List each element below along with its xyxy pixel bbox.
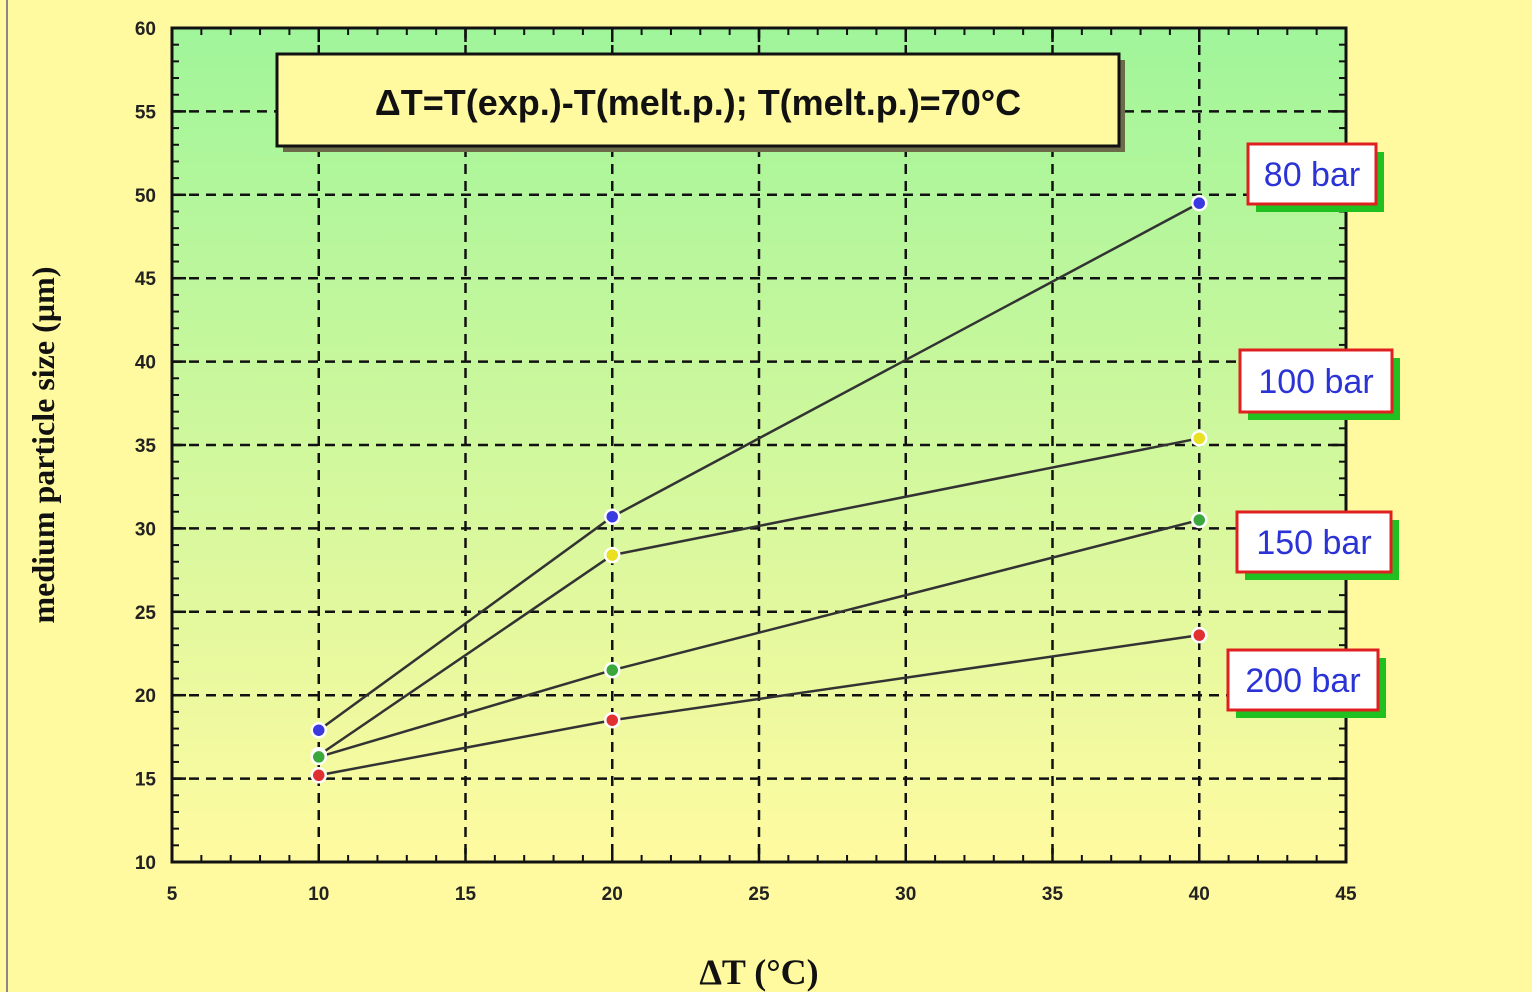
y-axis-title: medium particle size (µm) xyxy=(25,267,61,624)
y-tick-labels: 10 15 20 25 30 35 40 45 50 55 60 xyxy=(135,19,157,874)
series-points xyxy=(310,194,1208,784)
x-tick-label: 25 xyxy=(748,884,770,905)
data-point xyxy=(604,711,621,729)
y-tick-label: 35 xyxy=(135,436,157,457)
x-tick-label: 30 xyxy=(895,884,916,905)
x-tick-label: 5 xyxy=(167,884,178,905)
x-tick-label: 35 xyxy=(1042,884,1064,905)
data-point xyxy=(310,721,327,739)
y-tick-label: 45 xyxy=(135,269,157,290)
y-tick-label: 20 xyxy=(135,686,156,707)
x-tick-label: 45 xyxy=(1335,884,1357,905)
y-tick-label: 25 xyxy=(135,603,157,624)
y-tick-label: 55 xyxy=(135,102,157,123)
series-label: 80 bar xyxy=(1264,156,1360,194)
y-tick-label: 30 xyxy=(135,519,156,540)
series-label: 150 bar xyxy=(1256,524,1371,562)
annotation-text: ΔT=T(exp.)-T(melt.p.); T(melt.p.)=70°C xyxy=(375,82,1021,123)
series-label-box xyxy=(1246,142,1378,206)
x-tick-label: 40 xyxy=(1189,884,1210,905)
series-label: 200 bar xyxy=(1245,662,1360,700)
y-tick-label: 40 xyxy=(135,353,156,374)
data-point xyxy=(1191,626,1208,644)
x-tick-label: 15 xyxy=(455,884,477,905)
y-tick-label: 50 xyxy=(135,186,156,207)
series-label-box xyxy=(1226,648,1380,712)
data-point xyxy=(310,767,327,784)
data-point xyxy=(1191,194,1208,212)
x-tick-labels: 5 10 15 20 25 30 35 40 45 xyxy=(167,884,1357,905)
series-labels: 80 bar 100 bar 150 bar 200 bar xyxy=(1226,142,1400,718)
data-point xyxy=(310,748,327,766)
y-tick-label: 10 xyxy=(135,853,156,874)
data-point xyxy=(1191,430,1208,447)
annotation-box: ΔT=T(exp.)-T(melt.p.); T(melt.p.)=70°C xyxy=(275,52,1125,152)
data-point xyxy=(1191,511,1208,529)
x-tick-label: 10 xyxy=(308,884,329,905)
y-tick-label: 15 xyxy=(135,770,157,791)
data-point xyxy=(604,546,621,564)
x-tick-label: 20 xyxy=(602,884,623,905)
data-point xyxy=(604,661,621,679)
series-label: 100 bar xyxy=(1258,363,1373,401)
series-label-box xyxy=(1235,510,1393,574)
y-tick-label: 60 xyxy=(135,19,156,40)
x-axis-title: ΔT (°C) xyxy=(699,952,818,992)
plot-frame xyxy=(170,26,1348,864)
series-label-box xyxy=(1238,348,1394,414)
data-point xyxy=(604,508,621,525)
